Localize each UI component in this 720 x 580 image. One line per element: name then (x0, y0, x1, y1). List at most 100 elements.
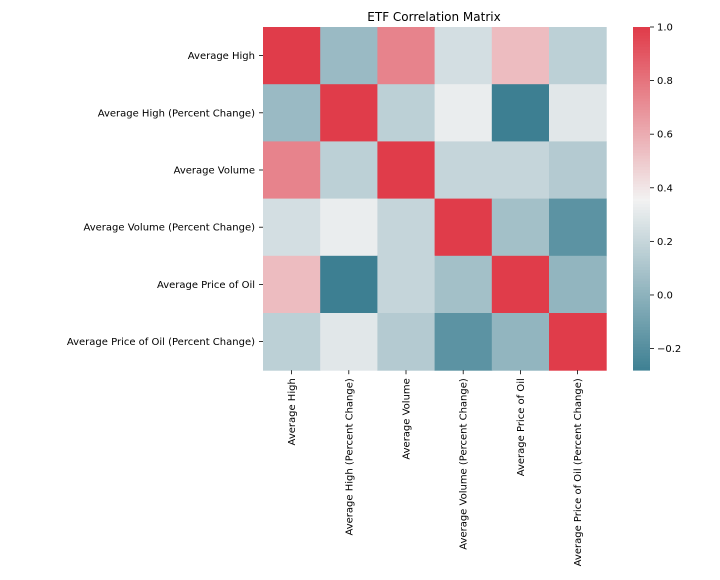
colorbar-segment (633, 278, 650, 282)
colorbar-segment (633, 327, 650, 331)
row-label: Average High (Percent Change) (98, 108, 255, 119)
row-label: Average Volume (Percent Change) (83, 223, 255, 234)
colorbar-tick-label: 0.0 (657, 290, 673, 301)
colorbar-segment (633, 255, 650, 260)
heatmap-cell (549, 27, 607, 85)
row-labels: Average High Average High (Percent Change… (67, 51, 263, 348)
col-labels: Average High Average High (Percent Change… (287, 370, 584, 566)
colorbar-segment (633, 124, 650, 128)
colorbar-segment (633, 178, 650, 182)
colorbar-segment (633, 364, 650, 368)
colorbar-segment (633, 55, 650, 60)
row-label: Average Volume (174, 166, 255, 177)
colorbar-segment (633, 269, 650, 274)
colorbar-segment (633, 349, 650, 354)
colorbar-segment (633, 361, 650, 365)
colorbar-segment (633, 201, 650, 205)
colorbar-segment (633, 47, 650, 51)
heatmap-cell (320, 84, 378, 142)
colorbar-segment (633, 224, 650, 228)
heatmap-cell (263, 313, 321, 371)
colorbar-segment (633, 152, 650, 157)
colorbar-segment (633, 52, 650, 57)
colorbar-segment (633, 147, 650, 151)
heatmap-cell (263, 84, 321, 142)
heatmap-cell (320, 141, 378, 200)
colorbar-segment (633, 244, 650, 248)
colorbar-segment (633, 64, 650, 68)
colorbar-segment (633, 304, 650, 308)
heatmap-cell (434, 198, 493, 257)
heatmap-cell (549, 141, 607, 200)
colorbar-segment (633, 281, 650, 285)
colorbar-segment (633, 289, 650, 294)
colorbar-segment (633, 258, 650, 262)
heatmap-cell (434, 27, 493, 85)
colorbar-tick-label: 1.0 (657, 23, 673, 34)
colorbar-segment (633, 195, 650, 200)
colorbar: −0.2 0.0 0.2 0.4 0.6 0.8 1.0 (633, 23, 681, 371)
heatmap-cell (263, 255, 321, 314)
colorbar-segment (633, 149, 650, 154)
colorbar-segment (633, 109, 650, 114)
colorbar-segment (633, 318, 650, 323)
colorbar-segment (633, 89, 650, 94)
colorbar-segment (633, 69, 650, 74)
colorbar-segment (633, 172, 650, 177)
colorbar-segment (633, 264, 650, 268)
heatmap-cell (377, 198, 436, 257)
colorbar-segment (633, 112, 650, 117)
heatmap-cell (549, 84, 607, 142)
col-label: Average Price of Oil (516, 378, 527, 476)
colorbar-segment (633, 332, 650, 337)
heatmap-cell (491, 255, 550, 314)
colorbar-segment (633, 72, 650, 77)
row-label: Average High (188, 51, 255, 62)
colorbar-segment (633, 312, 650, 317)
colorbar-segment (633, 209, 650, 214)
colorbar-segment (633, 192, 650, 197)
colorbar-segment (633, 67, 650, 71)
colorbar-segment (633, 344, 650, 348)
colorbar-segment (633, 338, 650, 343)
colorbar-segment (633, 135, 650, 140)
colorbar-segment (633, 95, 650, 100)
heatmap-cell (491, 313, 550, 371)
col-label: Average Price of Oil (Percent Change) (573, 378, 584, 566)
colorbar-segment (633, 32, 650, 37)
colorbar-segment (633, 249, 650, 254)
colorbar-segment (633, 87, 650, 91)
colorbar-segment (633, 107, 650, 111)
colorbar-segment (633, 129, 650, 134)
colorbar-segment (633, 35, 650, 40)
col-label: Average High (Percent Change) (344, 378, 355, 535)
colorbar-segment (633, 84, 650, 88)
colorbar-tick-label: 0.6 (657, 130, 673, 141)
colorbar-segment (633, 287, 650, 291)
heatmap-cell (263, 141, 321, 200)
colorbar-segment (633, 175, 650, 180)
colorbar-segment (633, 247, 650, 251)
colorbar-segment (633, 181, 650, 185)
colorbar-segment (633, 309, 650, 314)
colorbar-segment (633, 75, 650, 80)
colorbar-segment (633, 167, 650, 171)
colorbar-segment (633, 198, 650, 202)
colorbar-segment (633, 232, 650, 237)
colorbar-segment (633, 315, 650, 320)
chart-title: ETF Correlation Matrix (367, 10, 500, 24)
colorbar-tick-label: 0.4 (657, 183, 673, 194)
heatmap-cell (434, 84, 493, 142)
heatmap-cell (263, 198, 321, 257)
heatmap-cell (549, 313, 607, 371)
colorbar-segment (633, 61, 650, 65)
colorbar-segment (633, 267, 650, 271)
heatmap-cell (434, 141, 493, 200)
row-label: Average Price of Oil (Percent Change) (67, 337, 255, 348)
colorbar-segment (633, 187, 650, 191)
colorbar-segment (633, 341, 650, 345)
heatmap-cell (320, 27, 378, 85)
colorbar-segment (633, 261, 650, 265)
